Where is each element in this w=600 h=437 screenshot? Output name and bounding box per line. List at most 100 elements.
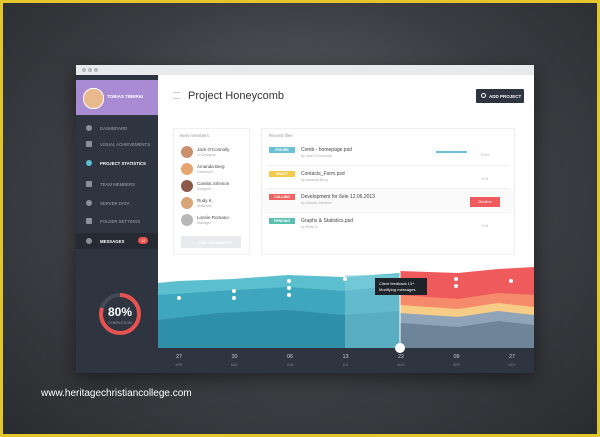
menu-icon bbox=[86, 125, 92, 131]
page-title: Project Honeycomb bbox=[188, 90, 284, 102]
dot bbox=[88, 68, 92, 72]
file-owner: by Camila Johnson bbox=[301, 201, 332, 205]
title-bar bbox=[76, 65, 534, 75]
row-divider bbox=[267, 188, 509, 189]
add-project-button[interactable]: ADD PROJECT bbox=[476, 89, 524, 103]
menu-item[interactable]: SERVER DATA bbox=[76, 195, 158, 211]
member-name: Lonnie Romano bbox=[197, 215, 229, 220]
member-role: Manager bbox=[197, 221, 212, 225]
hamburger[interactable] bbox=[173, 92, 180, 99]
file-owner: by Amanda Berg bbox=[301, 177, 328, 182]
marker bbox=[454, 284, 458, 288]
member-avatar bbox=[181, 146, 193, 158]
file-owner: by Jack O'Connolly bbox=[301, 154, 332, 158]
member-role: Developer bbox=[197, 170, 214, 174]
menu-icon bbox=[86, 141, 92, 147]
timeline-day: 27 bbox=[175, 354, 183, 360]
area bbox=[400, 321, 534, 348]
markers bbox=[177, 277, 513, 300]
menu-item[interactable]: TEAM MEMBERS bbox=[76, 176, 158, 192]
member-avatar bbox=[181, 163, 193, 175]
menu-label: SERVER DATA bbox=[100, 200, 130, 206]
timeline-day: 22 bbox=[397, 354, 405, 360]
progress-bar bbox=[436, 151, 467, 153]
profile: TOBIAS TIBERIU bbox=[76, 80, 158, 115]
timeline-day: 06 bbox=[286, 354, 294, 360]
timeline-month: SEP bbox=[452, 363, 460, 367]
file-action[interactable]: Edit bbox=[481, 222, 489, 228]
menu-icon bbox=[86, 218, 92, 224]
menu-label: MESSAGES bbox=[100, 238, 125, 244]
timeline-day: 30 bbox=[231, 354, 238, 360]
file-tag: FIGURE bbox=[269, 147, 295, 153]
menu-icon bbox=[86, 200, 92, 206]
timeline-month: APR bbox=[175, 363, 183, 367]
marker bbox=[454, 277, 458, 281]
file-tag: CALLING bbox=[269, 194, 295, 200]
row-highlight bbox=[262, 189, 514, 211]
member-avatar bbox=[181, 180, 193, 192]
completion-value: 80% bbox=[107, 305, 133, 319]
timeline-handle[interactable] bbox=[395, 343, 405, 353]
menu-icon bbox=[86, 181, 92, 187]
timeline: 27 APR 30 MAY 06 JUN 13 JUL 22 AUG 09 SEP 27 NOV bbox=[158, 343, 534, 373]
member-avatar bbox=[181, 197, 193, 209]
menu-label: FOLDER SETTINGS bbox=[100, 218, 141, 224]
button-label: ADD PROJECT bbox=[489, 93, 522, 99]
file-action[interactable]: Flow bbox=[480, 152, 490, 157]
marker bbox=[232, 296, 236, 300]
row-divider bbox=[267, 164, 509, 166]
area bbox=[158, 310, 400, 348]
activity-chart bbox=[158, 265, 534, 348]
profile-name: TOBIAS TIBERIU bbox=[107, 94, 144, 99]
card-title: New members bbox=[180, 133, 210, 138]
menu-item[interactable]: DASHBOARD bbox=[76, 120, 158, 136]
timeline-day: 13 bbox=[342, 354, 349, 360]
menu-item[interactable]: PROJECT STATISTICS bbox=[76, 155, 158, 171]
watermark: www.heritagechristiancollege.com bbox=[41, 388, 192, 399]
marker bbox=[287, 293, 291, 297]
member-avatar bbox=[181, 214, 193, 226]
tooltip: Client feedback 13+ Modifying messages bbox=[375, 278, 427, 295]
menu-label: DASHBOARD bbox=[100, 125, 128, 131]
member-role: Designer bbox=[197, 187, 212, 191]
add-teammates-button[interactable]: ADD TEAMMATES bbox=[181, 236, 241, 248]
menu-label: TEAM MEMBERS bbox=[100, 181, 135, 187]
files-card: Recent files FIGURE Comb - homepage.psd by… bbox=[261, 128, 515, 255]
marker bbox=[287, 286, 291, 290]
marker bbox=[177, 296, 181, 300]
menu-item[interactable]: FOLDER SETTINGS bbox=[76, 213, 158, 229]
completion-ring bbox=[99, 293, 141, 335]
menu-item[interactable]: MESSAGES 12 bbox=[76, 233, 158, 249]
member-name: Camila Johnson bbox=[197, 181, 230, 186]
menu-label: PROJECT STATISTICS bbox=[100, 160, 146, 166]
file-action[interactable]: Decline bbox=[470, 197, 500, 207]
dot bbox=[82, 68, 86, 72]
members-card: New members Jack O'Connolly UI Designer Am… bbox=[173, 128, 250, 255]
sidebar: TOBIAS TIBERIU DASHBOARD VISUAL ACHIEVEME… bbox=[76, 75, 158, 373]
timeline-day: 27 bbox=[508, 354, 516, 360]
menu-item[interactable]: VISUAL ACHIEVEMENTS bbox=[76, 136, 158, 152]
timeline-day: 09 bbox=[453, 354, 460, 360]
menu-icon bbox=[86, 160, 92, 166]
file-name: Development for 6ele 12.06.2013 bbox=[301, 194, 375, 200]
file-tag: PENDING bbox=[269, 217, 295, 224]
marker bbox=[343, 277, 347, 281]
file-action[interactable]: Edit bbox=[481, 175, 489, 181]
menu-badge: 12 bbox=[138, 237, 149, 244]
card-title: Recent files bbox=[269, 133, 293, 138]
member-name: Jack O'Connolly bbox=[197, 147, 230, 152]
row-divider bbox=[267, 211, 509, 213]
marker bbox=[232, 289, 236, 293]
file-owner: by Rudy K. bbox=[301, 224, 319, 229]
menu-icon bbox=[86, 238, 92, 244]
file-name: Comb - homepage.psd bbox=[301, 147, 352, 153]
tooltip-line: Client feedback 13+ bbox=[379, 281, 415, 286]
timeline-month: MAY bbox=[230, 363, 239, 367]
member-role: UI Designer bbox=[197, 153, 216, 157]
window: TOBIAS TIBERIU DASHBOARD VISUAL ACHIEVEME… bbox=[76, 65, 534, 373]
completion-label: COMPLETION bbox=[108, 321, 132, 325]
dot bbox=[94, 68, 98, 72]
menu-label: VISUAL ACHIEVEMENTS bbox=[100, 141, 150, 147]
